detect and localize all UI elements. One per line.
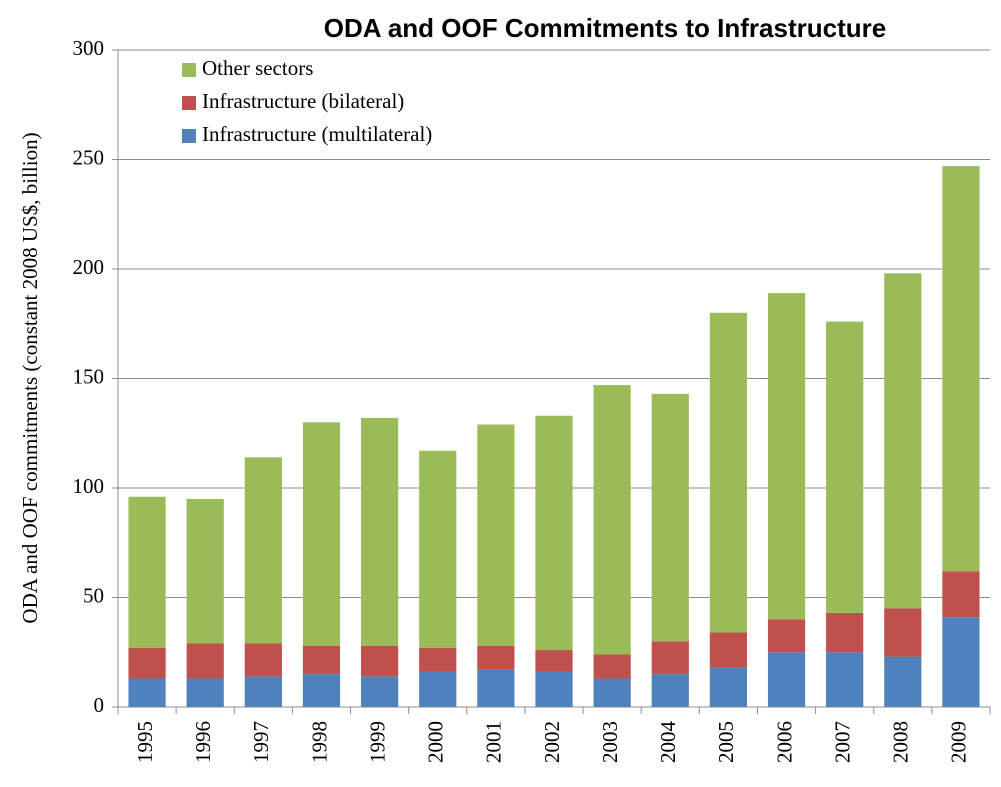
x-tick-label: 1999 xyxy=(365,721,389,763)
bar-segment xyxy=(419,450,457,648)
x-tick-label: 2008 xyxy=(889,721,913,763)
bar-segment xyxy=(477,645,515,670)
bar-segment xyxy=(419,671,457,707)
x-tick-label: 2005 xyxy=(714,721,738,763)
x-tick-label: 2003 xyxy=(598,721,622,763)
bar-segment xyxy=(128,678,166,707)
x-tick-label: 2006 xyxy=(772,721,796,763)
bar-segment xyxy=(942,617,980,707)
x-tick-label: 2004 xyxy=(656,721,680,764)
y-tick-label: 50 xyxy=(83,583,104,607)
x-tick-label: 2002 xyxy=(540,721,564,763)
legend-swatch xyxy=(182,96,196,110)
bar-segment xyxy=(942,571,980,618)
bar-segment xyxy=(302,422,341,646)
bar-segment xyxy=(709,632,748,668)
bar-segment xyxy=(360,645,399,677)
x-tick-label: 2009 xyxy=(947,721,971,763)
bar-segment xyxy=(535,650,573,672)
bar-segment xyxy=(942,166,980,572)
y-tick-label: 100 xyxy=(73,474,105,498)
legend-label: Infrastructure (multilateral) xyxy=(202,122,432,146)
bar-segment xyxy=(302,645,341,675)
bar-segment xyxy=(302,674,341,707)
bar-segment xyxy=(128,496,166,648)
bar-segment xyxy=(826,321,864,613)
bar-segment xyxy=(651,393,689,642)
y-tick-label: 250 xyxy=(73,145,105,169)
bar-segment xyxy=(244,457,282,644)
bar-segment xyxy=(709,667,748,707)
legend-swatch xyxy=(182,63,196,77)
bar-segment xyxy=(535,671,573,707)
bar-segment xyxy=(709,312,748,633)
x-tick-label: 1997 xyxy=(249,721,273,763)
y-tick-label: 150 xyxy=(73,364,105,388)
bar-segment xyxy=(884,656,922,707)
bar-segment xyxy=(884,273,922,609)
legend-label: Other sectors xyxy=(202,56,313,80)
bar-segment xyxy=(651,641,689,675)
bar-segment xyxy=(477,424,515,646)
bar-segment xyxy=(767,652,806,707)
chart-title: ODA and OOF Commitments to Infrastructur… xyxy=(324,13,886,43)
y-tick-label: 0 xyxy=(94,693,105,717)
legend-label: Infrastructure (bilateral) xyxy=(202,89,404,113)
bar-segment xyxy=(884,608,922,657)
x-tick-label: 2000 xyxy=(424,721,448,763)
bar-segment xyxy=(767,293,806,620)
bar-segment xyxy=(593,678,631,707)
x-tick-label: 2007 xyxy=(830,721,854,763)
bar-segment xyxy=(593,385,631,655)
bar-segment xyxy=(826,612,864,653)
bar-segment xyxy=(651,674,689,707)
bar-segment xyxy=(360,676,399,707)
y-tick-label: 300 xyxy=(73,36,105,60)
bar-segment xyxy=(593,654,631,679)
x-tick-label: 1998 xyxy=(307,721,331,763)
bar-segment xyxy=(826,652,864,707)
x-tick-label: 1995 xyxy=(133,721,157,763)
bar-segment xyxy=(128,647,166,679)
bar-segment xyxy=(186,498,224,644)
bar-segment xyxy=(186,678,224,707)
bar-segment xyxy=(360,417,399,646)
bar-segment xyxy=(244,676,282,707)
y-axis-label: ODA and OOF commitments (constant 2008 U… xyxy=(18,132,42,623)
x-tick-label: 1996 xyxy=(191,721,215,763)
bar-segment xyxy=(767,619,806,653)
bar-segment xyxy=(419,647,457,672)
y-tick-label: 200 xyxy=(73,255,105,279)
bar-segment xyxy=(477,669,515,707)
bar-segment xyxy=(186,643,224,679)
legend-swatch xyxy=(182,129,196,143)
bar-segment xyxy=(244,643,282,677)
bar-segment xyxy=(535,415,573,651)
x-tick-label: 2001 xyxy=(482,721,506,763)
